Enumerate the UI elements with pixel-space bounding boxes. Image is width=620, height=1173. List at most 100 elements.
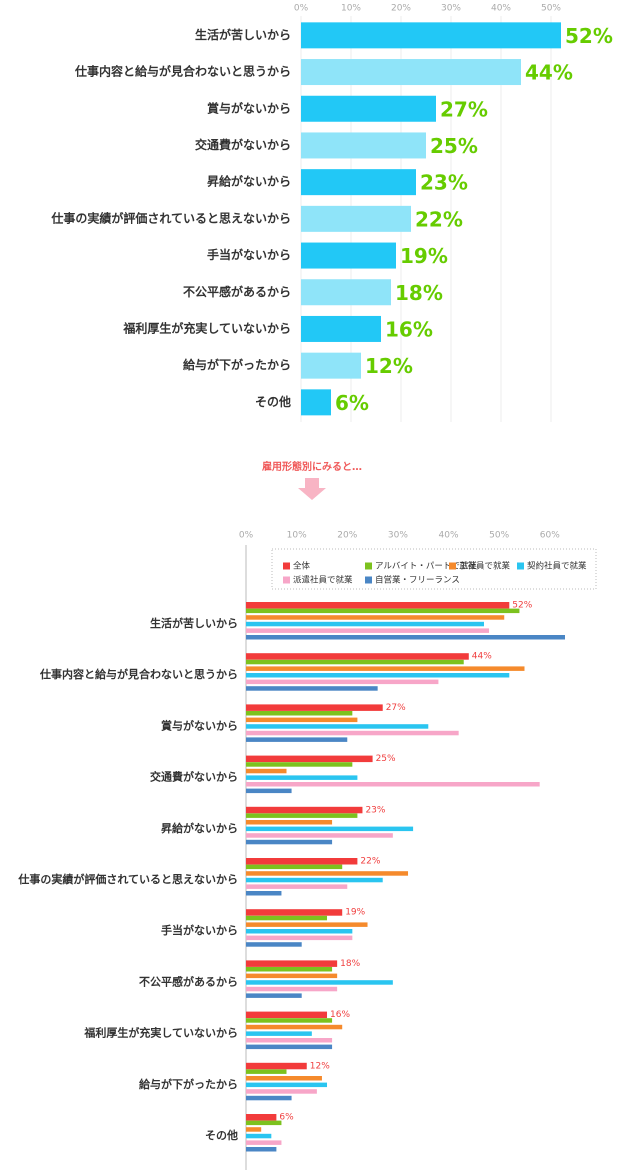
- value-label: 23%: [420, 171, 468, 195]
- legend-swatch: [365, 562, 372, 570]
- bar: [246, 813, 358, 818]
- bar: [246, 679, 439, 685]
- bar: [246, 737, 348, 742]
- bar: [246, 942, 302, 947]
- value-label: 16%: [330, 1010, 350, 1020]
- bar: [246, 666, 525, 671]
- legend-label: 自営業・フリーランス: [375, 575, 460, 586]
- x-tick-label: 30%: [441, 4, 461, 14]
- bar: [246, 1024, 343, 1030]
- value-label: 16%: [385, 317, 433, 341]
- bar: [246, 993, 302, 998]
- bar: [246, 730, 459, 736]
- bar: [301, 169, 416, 196]
- bar: [246, 1038, 333, 1043]
- category-label: その他: [205, 1128, 238, 1142]
- category-label: 給与が下がったから: [139, 1077, 238, 1091]
- section-title: 雇用形態別にみると…: [262, 460, 362, 473]
- x-tick-label: 40%: [439, 531, 459, 541]
- bar: [301, 95, 436, 122]
- value-label: 18%: [340, 959, 360, 969]
- category-label: 賞与がないから: [207, 100, 291, 115]
- bar: [246, 1127, 262, 1132]
- bar: [246, 820, 333, 825]
- bar: [246, 833, 393, 838]
- bar: [246, 922, 368, 927]
- value-label: 27%: [386, 703, 406, 713]
- category-label: 不公平感があるから: [183, 284, 291, 299]
- bar: [246, 1031, 312, 1036]
- x-tick-label: 0%: [239, 531, 254, 541]
- bar: [246, 884, 348, 889]
- bar: [246, 1018, 333, 1023]
- bar: [246, 768, 287, 774]
- bar: [301, 205, 411, 232]
- x-tick-label: 0%: [294, 4, 309, 14]
- value-label: 12%: [310, 1061, 330, 1071]
- x-tick-label: 20%: [337, 531, 357, 541]
- x-tick-label: 20%: [391, 4, 411, 14]
- bar: [246, 877, 383, 883]
- x-tick-label: 10%: [287, 531, 307, 541]
- bar: [301, 279, 391, 306]
- value-label: 12%: [365, 354, 413, 378]
- bar: [246, 653, 469, 660]
- bar: [246, 1011, 328, 1019]
- bar: [246, 1095, 292, 1101]
- category-label: 福利厚生が充実していないから: [122, 320, 291, 335]
- category-label: 生活が苦しいから: [195, 27, 291, 42]
- legend-label: 全体: [293, 561, 311, 572]
- bar: [246, 686, 378, 691]
- bar: [246, 1044, 333, 1050]
- bar: [301, 352, 361, 379]
- category-label: 昇給がないから: [207, 174, 291, 189]
- category-label: その他: [255, 394, 291, 409]
- bar: [246, 973, 338, 979]
- bar: [301, 315, 381, 342]
- bar: [246, 711, 353, 716]
- bar: [246, 935, 353, 941]
- value-label: 25%: [430, 134, 478, 158]
- bar: [246, 915, 328, 921]
- category-label: 仕事内容と給与が見合わないと思うから: [74, 64, 291, 79]
- legend-label: アルバイト・パートで就業: [375, 561, 477, 572]
- bar: [246, 659, 464, 665]
- value-label: 27%: [440, 97, 488, 121]
- bar: [246, 762, 353, 767]
- bar: [246, 1114, 277, 1121]
- value-label: 52%: [565, 24, 613, 48]
- bar: [246, 1069, 287, 1074]
- bar: [301, 389, 331, 416]
- x-tick-label: 50%: [489, 531, 509, 541]
- bar: [246, 960, 338, 967]
- bar: [246, 1089, 317, 1094]
- legend-swatch: [517, 562, 524, 570]
- value-label: 23%: [365, 805, 385, 815]
- x-tick-label: 30%: [388, 531, 408, 541]
- value-label: 19%: [345, 908, 365, 918]
- legend-swatch: [449, 562, 456, 570]
- category-label: 交通費がないから: [195, 137, 291, 152]
- category-label: 昇給がないから: [161, 821, 238, 835]
- bar: [246, 806, 363, 814]
- bar: [246, 1076, 322, 1081]
- value-label: 22%: [360, 857, 380, 867]
- category-label: 賞与がないから: [161, 718, 238, 732]
- bar: [246, 621, 484, 627]
- category-label: 交通費がないから: [150, 770, 238, 784]
- value-label: 44%: [472, 652, 492, 662]
- category-label: 福利厚生が充実していないから: [83, 1026, 238, 1040]
- legend-label: 契約社員で就業: [527, 561, 587, 572]
- bar: [246, 929, 353, 934]
- category-label: 仕事の実績が評価されていると思えないから: [50, 210, 291, 225]
- down-arrow: [298, 478, 326, 500]
- bar: [246, 628, 490, 633]
- bar: [246, 858, 358, 865]
- x-tick-label: 60%: [540, 531, 560, 541]
- category-label: 手当がないから: [161, 923, 238, 937]
- x-tick-label: 10%: [341, 4, 361, 14]
- bar: [246, 967, 333, 972]
- legend-swatch: [365, 576, 372, 584]
- bar: [246, 717, 358, 723]
- category-label: 仕事の実績が評価されていると思えないから: [17, 872, 238, 886]
